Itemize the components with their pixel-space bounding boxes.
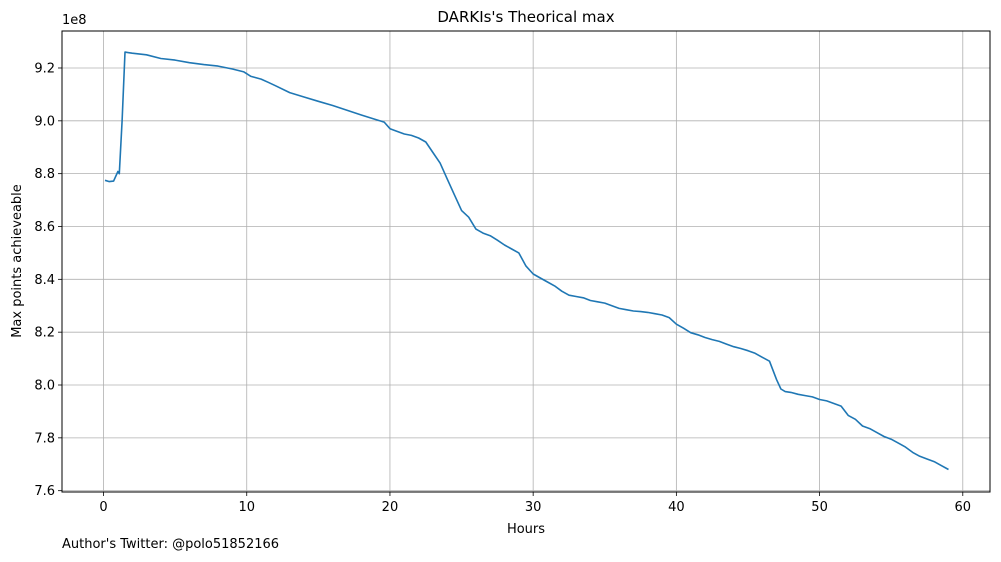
- y-tick-label: 8.4: [34, 273, 55, 288]
- x-tick-label: 40: [668, 500, 685, 515]
- x-tick-label: 30: [525, 500, 542, 515]
- y-tick-label: 8.8: [34, 167, 55, 182]
- x-tick-label: 0: [99, 500, 107, 515]
- y-tick-label: 8.2: [34, 326, 55, 341]
- y-tick-label: 7.6: [34, 484, 55, 499]
- x-axis: 0 10 20 30 40 50 60: [99, 492, 971, 515]
- series-line: [104, 51, 949, 471]
- x-tick-label: 20: [382, 500, 399, 515]
- x-tick-label: 50: [811, 500, 828, 515]
- grid: [62, 31, 990, 492]
- y-tick-label: 7.8: [34, 431, 55, 446]
- x-tick-label: 10: [238, 500, 255, 515]
- x-tick-label: 60: [955, 500, 972, 515]
- x-axis-label: Hours: [507, 522, 545, 537]
- y-tick-label: 8.0: [34, 379, 55, 394]
- series-layer: [104, 51, 949, 471]
- y-tick-label: 9.0: [34, 114, 55, 129]
- author-credit: Author's Twitter: @polo51852166: [62, 537, 280, 552]
- y-tick-label: 8.6: [34, 220, 55, 235]
- y-tick-label: 9.2: [34, 61, 55, 76]
- y-axis: 7.6 7.8 8.0 8.2 8.4 8.6 8.8 9.0 9.2: [34, 61, 62, 499]
- y-offset-text: 1e8: [62, 13, 87, 28]
- plot-frame: [61, 30, 991, 493]
- chart-title: DARKIs's Theorical max: [437, 8, 614, 26]
- y-axis-label: Max points achieveable: [10, 184, 25, 338]
